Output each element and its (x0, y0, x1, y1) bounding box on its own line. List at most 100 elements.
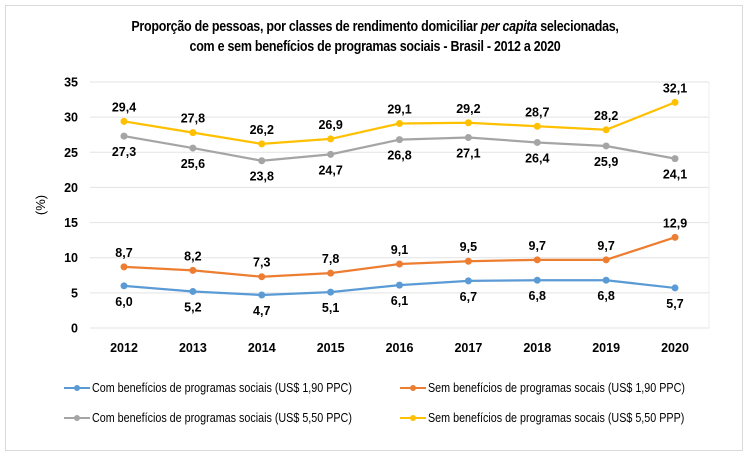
data-label: 24,1 (663, 168, 687, 182)
legend-item-sem-190[interactable]: Sem benefícios de programas socais (US$ … (400, 381, 727, 395)
data-point (327, 135, 335, 143)
legend: Com benefícios de programas sociais (US$… (0, 375, 750, 435)
data-label: 9,1 (391, 243, 408, 257)
data-label: 29,1 (387, 102, 411, 116)
data-point (120, 282, 128, 290)
data-point (671, 233, 679, 241)
data-label: 28,7 (525, 105, 549, 119)
y-axis-label: (%) (33, 195, 48, 215)
data-label: 6,7 (460, 290, 477, 304)
title-prefix: Proporção de pessoas, por classes de ren… (131, 19, 481, 35)
data-point (189, 266, 197, 274)
data-label: 24,7 (318, 163, 342, 177)
data-point (533, 276, 541, 284)
data-label: 4,7 (253, 304, 270, 318)
chart-frame (5, 5, 743, 451)
series-1 (120, 233, 679, 281)
title-suffix: selecionadas, (536, 19, 619, 35)
series-2 (120, 132, 679, 165)
legend-item-com-550[interactable]: Com benefícios de programas sociais (US$… (64, 411, 394, 425)
data-label: 5,2 (184, 300, 201, 314)
legend-label: Com benefícios de programas sociais (US$… (92, 411, 352, 425)
chart-title-line-1: Proporção de pessoas, por classes de ren… (53, 17, 698, 37)
data-label: 5,7 (666, 297, 683, 311)
data-point (258, 291, 266, 299)
data-point (120, 132, 128, 140)
x-tick-label: 2015 (317, 341, 345, 355)
data-point (602, 276, 610, 284)
x-axis-ticks: 2012 2013 2014 2015 2016 2017 2018 2019 2020 (110, 341, 689, 355)
x-tick-label: 2012 (110, 341, 138, 355)
legend-label: Sem benefícios de programas socais (US$ … (428, 381, 685, 395)
legend-label: Com benefícios de programas sociais (US$… (92, 381, 352, 395)
data-point (671, 284, 679, 292)
legend-label: Sem benefícios de programas socais (US$ … (428, 411, 685, 425)
data-label: 5,1 (322, 301, 339, 315)
data-point (258, 140, 266, 148)
data-point (189, 144, 197, 152)
x-tick-label: 2018 (523, 341, 551, 355)
data-label: 8,2 (184, 249, 201, 263)
data-label: 26,4 (525, 151, 549, 165)
data-label: 27,3 (112, 145, 136, 159)
data-point (327, 288, 335, 296)
data-label: 25,6 (181, 157, 205, 171)
data-label: 26,9 (318, 118, 342, 132)
data-label: 26,2 (250, 123, 274, 137)
data-point (327, 150, 335, 158)
x-tick-label: 2019 (592, 341, 620, 355)
data-label: 25,9 (594, 155, 618, 169)
data-point (120, 117, 128, 125)
x-tick-label: 2016 (386, 341, 414, 355)
y-tick-label: 30 (64, 111, 78, 125)
y-tick-label: 10 (64, 251, 78, 265)
data-label: 29,4 (112, 100, 136, 114)
y-tick-label: 5 (71, 286, 78, 300)
data-point (189, 129, 197, 137)
data-label: 27,8 (181, 112, 205, 126)
y-tick-label: 35 (64, 76, 78, 90)
data-point (396, 119, 403, 127)
data-label: 7,3 (253, 256, 270, 270)
data-label: 29,2 (456, 102, 480, 116)
data-point (189, 287, 197, 295)
data-point (602, 126, 610, 134)
data-label: 8,7 (115, 246, 132, 260)
series-group (120, 98, 679, 299)
legend-swatch (400, 383, 426, 393)
data-point (464, 257, 472, 265)
x-tick-label: 2020 (661, 341, 689, 355)
data-label: 6,1 (391, 294, 408, 308)
y-tick-label: 25 (64, 146, 78, 160)
legend-swatch (400, 413, 426, 423)
data-point (671, 98, 679, 106)
data-point (396, 260, 403, 268)
data-point (327, 269, 335, 277)
data-point (258, 273, 266, 281)
data-point (396, 281, 403, 289)
data-point (120, 263, 128, 271)
data-label: 23,8 (250, 170, 274, 184)
y-tick-label: 15 (64, 216, 78, 230)
data-label: 6,8 (529, 289, 546, 303)
data-point (464, 134, 472, 142)
data-label: 9,7 (529, 239, 546, 253)
data-labels: 6,0 5,2 4,7 5,1 6,1 6,7 6,8 6,8 5,7 8,7 8,2 7,3 7,8 9… (112, 81, 687, 318)
x-tick-label: 2017 (454, 341, 482, 355)
data-point (602, 256, 610, 264)
legend-item-sem-550[interactable]: Sem benefícios de programas socais (US$ … (400, 411, 726, 425)
legend-swatch (64, 413, 90, 423)
data-point (533, 256, 541, 264)
y-tick-label: 0 (71, 322, 78, 336)
title-italic: per capita (480, 19, 538, 35)
data-point (533, 138, 541, 146)
data-point (533, 122, 541, 130)
data-label: 27,1 (456, 147, 480, 161)
data-point (671, 155, 679, 163)
legend-item-com-190[interactable]: Com benefícios de programas sociais (US$… (64, 381, 394, 395)
legend-swatch (64, 383, 90, 393)
data-label: 6,8 (597, 289, 614, 303)
data-point (396, 136, 403, 144)
data-label: 9,5 (460, 240, 477, 254)
